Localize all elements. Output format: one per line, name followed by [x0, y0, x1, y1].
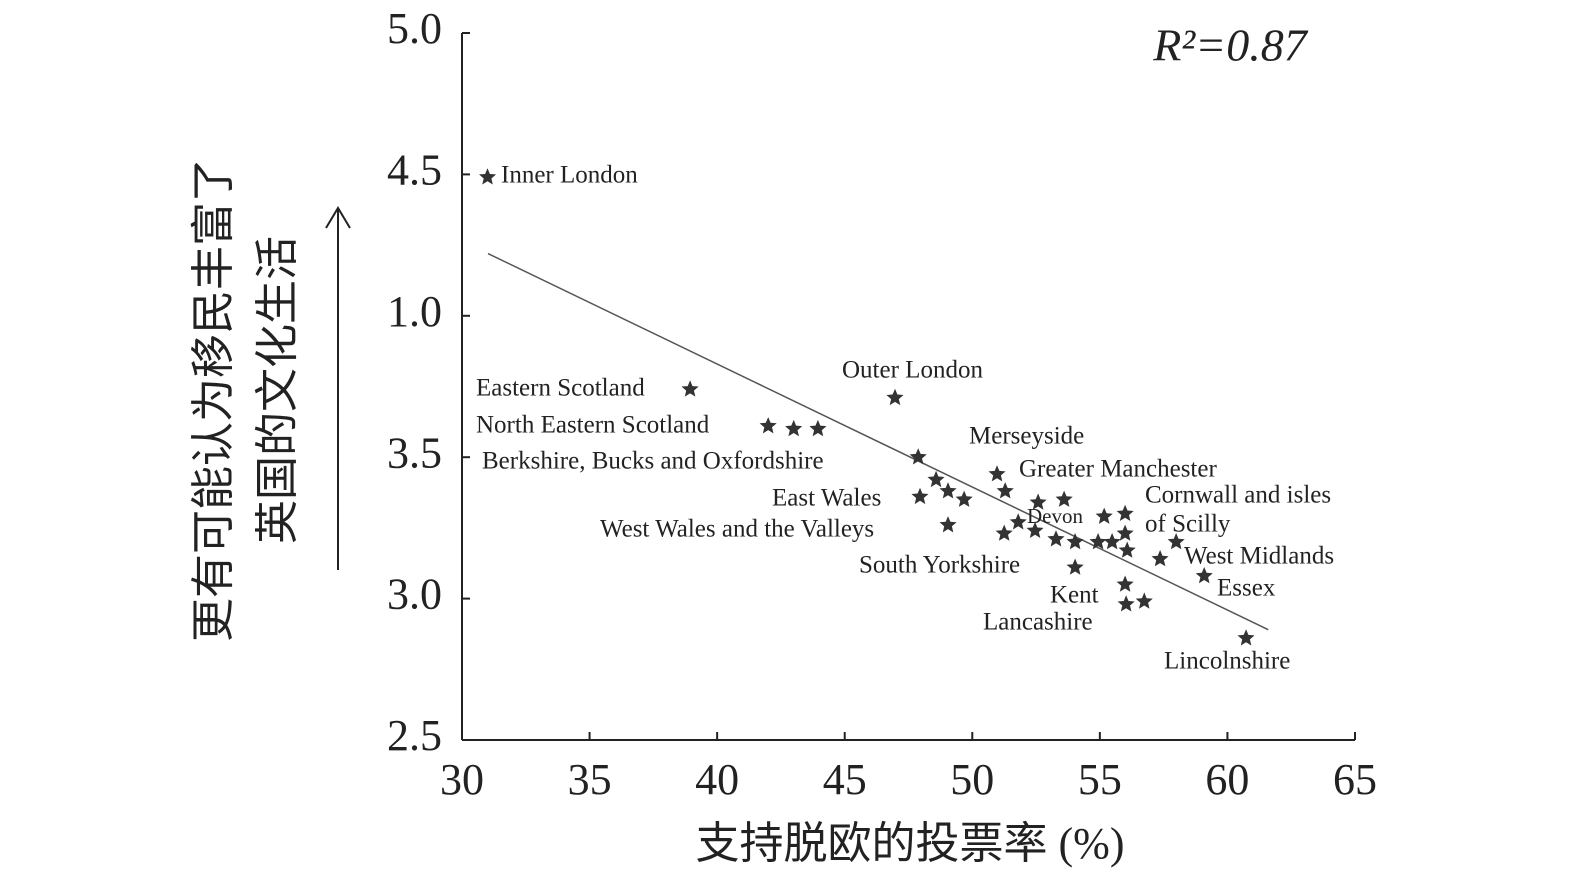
- point: [1151, 550, 1169, 567]
- point: [1167, 533, 1185, 550]
- x-tick-label: 55: [1078, 755, 1122, 804]
- x-tick-label: 60: [1205, 755, 1249, 804]
- point-label: Outer London: [842, 357, 983, 384]
- point: [759, 417, 777, 434]
- point: [909, 448, 927, 465]
- x-axis-label: 支持脱欧的投票率 (%): [696, 819, 1125, 868]
- point: [785, 419, 803, 437]
- point: [939, 516, 957, 533]
- point: [1117, 595, 1135, 612]
- point: [1066, 558, 1084, 575]
- point: [479, 168, 497, 185]
- x-tick-label: 45: [823, 755, 867, 804]
- point: [955, 490, 973, 507]
- point-label: Eastern Scotland: [476, 375, 645, 402]
- y-tick-label: 3.5: [387, 428, 442, 477]
- point-label: of Scilly: [1145, 511, 1231, 538]
- point-label: Essex: [1217, 575, 1276, 602]
- point-label: Inner London: [501, 162, 638, 189]
- point-label: Berkshire, Bucks and Oxfordshire: [482, 448, 824, 475]
- point: [1116, 524, 1134, 541]
- point: [1026, 521, 1044, 538]
- point: [1095, 507, 1113, 524]
- point: [681, 380, 699, 397]
- x-tick-label: 50: [950, 755, 994, 804]
- x-tick-label: 65: [1333, 755, 1377, 804]
- point-label: South Yorkshire: [859, 552, 1020, 579]
- point: [1116, 504, 1134, 521]
- x-tick-label: 35: [568, 755, 612, 804]
- point: [1195, 567, 1213, 584]
- point: [1029, 493, 1047, 510]
- r2-label: R²=0.87: [1152, 20, 1308, 71]
- point-label: North Eastern Scotland: [476, 412, 710, 439]
- y-tick-label: 2.5: [387, 711, 442, 760]
- point-label: East Wales: [772, 485, 881, 512]
- point: [995, 524, 1013, 541]
- point: [1047, 530, 1065, 547]
- point: [988, 465, 1006, 482]
- x-tick-label: 40: [695, 755, 739, 804]
- point-label: Kent: [1050, 582, 1099, 609]
- y-tick-label: 4.5: [387, 145, 442, 194]
- point-label: West Midlands: [1184, 543, 1334, 570]
- point-label: West Wales and the Valleys: [600, 516, 874, 543]
- x-tick-label: 30: [440, 755, 484, 804]
- arrow-head: [325, 206, 351, 229]
- point-label: Devon: [1027, 504, 1083, 528]
- y-axis-label: 英国的文化生活: [253, 236, 302, 544]
- point: [927, 470, 945, 488]
- point: [1103, 533, 1121, 550]
- y-tick-label: 1.0: [387, 287, 442, 336]
- point: [1066, 533, 1084, 550]
- point: [809, 419, 827, 437]
- point: [996, 482, 1014, 499]
- y-tick-label: 3.0: [387, 570, 442, 619]
- point: [939, 482, 957, 499]
- point: [1118, 541, 1136, 558]
- point: [1237, 629, 1255, 646]
- point: [1009, 513, 1027, 530]
- y-axis-label: 更有可能认为移民丰富了: [189, 158, 238, 642]
- trendline: [487, 252, 1269, 631]
- point: [1089, 533, 1107, 550]
- point-label: Lincolnshire: [1164, 648, 1290, 675]
- point-label: Merseyside: [969, 423, 1084, 450]
- point: [1135, 592, 1153, 609]
- point-label: Cornwall and isles: [1145, 482, 1331, 509]
- point-label: Lancashire: [983, 609, 1093, 636]
- point: [1116, 575, 1134, 592]
- point: [911, 487, 929, 505]
- point: [1055, 490, 1073, 507]
- point-label: Greater Manchester: [1019, 456, 1217, 483]
- point: [886, 388, 904, 406]
- y-tick-label: 5.0: [387, 4, 442, 53]
